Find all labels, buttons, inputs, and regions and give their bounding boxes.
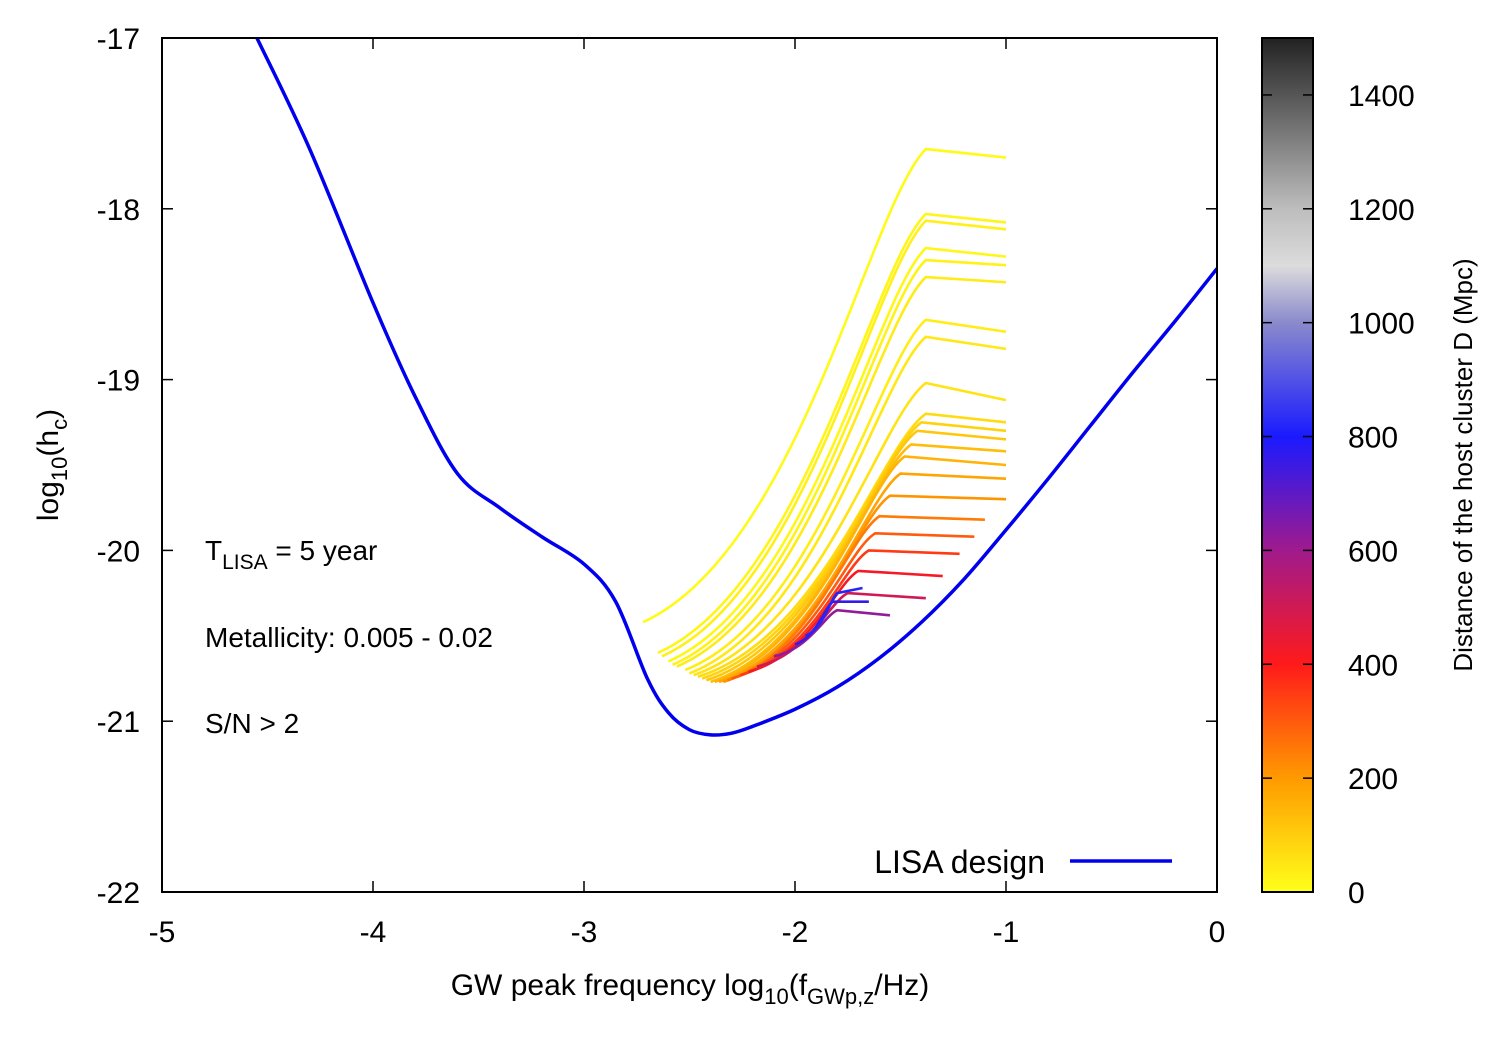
y-tick-label: -21 [97,706,140,739]
x-axis-ticks: -5 -4 -3 -2 -1 0 [149,38,1226,949]
distance-track [804,586,863,638]
colorbar-tick-label: 400 [1348,649,1398,682]
colorbar [1261,37,1314,893]
distance-track [705,429,1007,682]
distance-track [701,420,1007,680]
colorbar-tick-label: 200 [1348,763,1398,796]
y-tick-label: -17 [97,23,140,56]
colorbar-tick-label: 0 [1348,877,1365,910]
distance-track [684,318,1007,672]
y-tick-label: -22 [97,877,140,910]
colorbar-tick-label: 800 [1348,422,1398,455]
y-axis-label: log10(hc) [32,409,72,521]
distance-track [657,212,1007,655]
x-tick-label: -1 [993,916,1020,949]
x-tick-label: -5 [149,916,176,949]
annotation-t-lisa: TLISA = 5 year [205,535,377,574]
x-tick-label: -4 [360,916,387,949]
y-tick-label: -18 [97,194,140,227]
distance-track [672,258,1007,667]
lisa-design-curve [255,38,1217,737]
annotation-metallicity: Metallicity: 0.005 - 0.02 [205,622,493,653]
colorbar-tick-label: 1200 [1348,194,1415,227]
colorbar-tick-label: 1000 [1348,308,1415,341]
y-axis-ticks: -22 -21 -20 -19 -18 -17 [97,23,1217,910]
annotation-snr: S/N > 2 [205,708,299,739]
y-tick-label: -19 [97,365,140,398]
colorbar-label: Distance of the host cluster D (Mpc) [1448,258,1478,671]
distance-track [689,335,1007,675]
x-axis-label: GW peak frequency log10(fGWp,z/Hz) [451,969,930,1009]
distance-track [773,608,891,658]
legend-label: LISA design [874,844,1045,880]
distance-track [714,455,1007,684]
distance-track [667,246,1007,663]
distance-track [697,412,1007,679]
x-tick-label: 0 [1209,916,1226,949]
colorbar-tick-label: 600 [1348,535,1398,568]
distance-track [661,219,1007,658]
distance-track [693,381,1007,677]
y-tick-label: -20 [97,535,140,568]
distance-track [642,147,1007,624]
distance-track [718,472,1007,684]
distance-track [676,275,1007,668]
distance-tracks [642,147,1007,684]
plot-frame [161,37,1218,893]
legend: LISA design [874,844,1172,880]
colorbar-ticks: 0 200 400 600 800 1000 1200 1400 [1262,80,1415,910]
x-tick-label: -2 [782,916,809,949]
colorbar-tick-label: 1400 [1348,80,1415,113]
x-tick-label: -3 [571,916,598,949]
